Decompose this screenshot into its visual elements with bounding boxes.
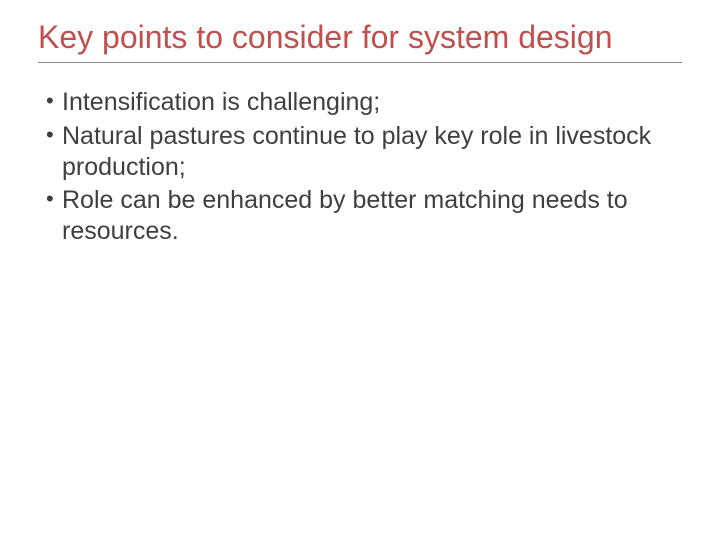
slide-title: Key points to consider for system design — [38, 18, 682, 63]
list-item: Role can be enhanced by better matching … — [46, 185, 682, 248]
list-item: Natural pastures continue to play key ro… — [46, 121, 682, 184]
bullet-list: Intensification is challenging; Natural … — [38, 87, 682, 247]
list-item: Intensification is challenging; — [46, 87, 682, 118]
slide-container: Key points to consider for system design… — [0, 0, 720, 540]
